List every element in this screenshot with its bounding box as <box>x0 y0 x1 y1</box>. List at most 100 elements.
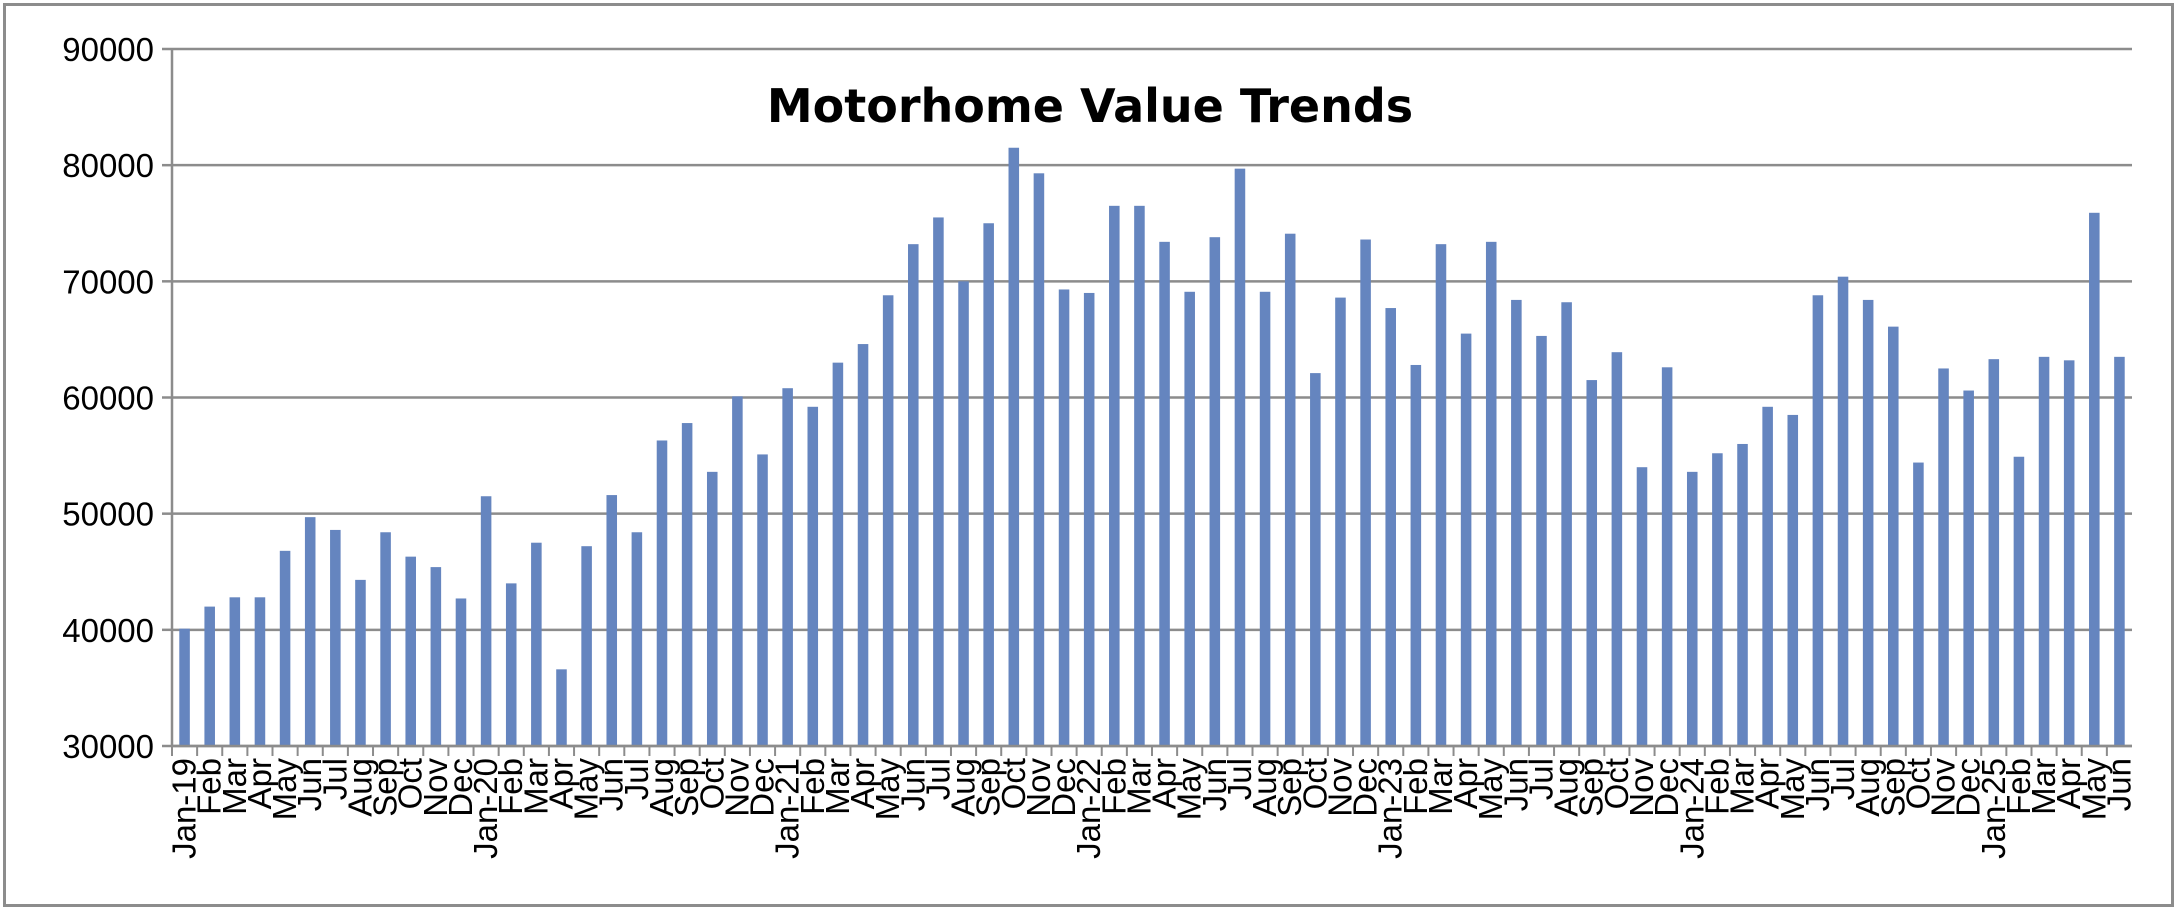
bar <box>430 567 442 746</box>
x-tick-label: May <box>568 758 605 821</box>
bars <box>179 147 2125 747</box>
bar <box>505 583 517 746</box>
x-tick-label: Jun <box>1497 758 1534 811</box>
bar <box>1762 406 1773 746</box>
bar <box>1938 368 1949 746</box>
bar <box>933 217 944 747</box>
x-tick-label: Jun <box>1196 758 1233 811</box>
x-tick-label: Aug <box>341 758 378 817</box>
x-tick-label: Oct <box>1296 758 1333 809</box>
x-tick-label: Mar <box>216 758 253 815</box>
axes <box>170 49 2132 756</box>
bar <box>1485 241 1497 746</box>
x-tick-label: Apr <box>1749 758 1786 809</box>
bar <box>1686 471 1698 746</box>
bar <box>1460 333 1472 746</box>
bar <box>229 597 241 746</box>
x-tick-label: Feb <box>1698 758 1735 815</box>
x-tick-label: Apr <box>844 758 881 809</box>
y-tick-labels: 30000 40000 50000 60000 70000 80000 90000 <box>62 31 154 765</box>
y-tick-label: 50000 <box>62 496 154 533</box>
x-tick-label: Sep <box>1874 758 1911 817</box>
bar <box>656 440 668 746</box>
y-tick-label: 60000 <box>62 380 154 417</box>
bar <box>1812 295 1824 746</box>
x-tick-label: Feb <box>191 758 228 815</box>
bar <box>807 406 819 746</box>
bar <box>1083 292 1095 746</box>
bar <box>1360 239 1371 746</box>
bar <box>732 396 743 746</box>
x-tick-label: Apr <box>241 758 278 809</box>
x-tick-label: Aug <box>945 758 982 817</box>
bar <box>254 597 266 746</box>
bar <box>1963 390 1974 746</box>
x-tick-label: Mar <box>1120 758 1157 815</box>
x-tick-label: Jan-19 <box>166 758 203 859</box>
x-tick-label: May <box>869 758 906 821</box>
bar <box>631 532 643 746</box>
x-tick-label: Apr <box>1447 758 1484 809</box>
bar <box>1661 367 1673 746</box>
bar <box>1159 241 1170 746</box>
x-tick-label: Aug <box>643 758 680 817</box>
bar <box>304 517 316 746</box>
x-tick-label: Jun <box>593 758 630 811</box>
bar <box>1008 147 1020 746</box>
y-tick-label: 40000 <box>62 612 154 649</box>
bar <box>1837 276 1849 746</box>
x-tick-label: Jul <box>1221 758 1258 800</box>
x-tick-label: Feb <box>2000 758 2037 815</box>
bar <box>1234 168 1246 746</box>
x-tick-label: Sep <box>1573 758 1610 817</box>
x-tick-label: Feb <box>492 758 529 815</box>
bar <box>1184 291 1195 746</box>
x-tick-label: Mar <box>1422 758 1459 815</box>
x-tick-label: Jul <box>1522 758 1559 800</box>
bar <box>1435 244 1447 746</box>
bar <box>480 496 492 746</box>
x-tick-label: Jul <box>1824 758 1861 800</box>
bar <box>958 281 969 746</box>
bar <box>531 542 542 746</box>
bar <box>179 628 190 746</box>
x-tick-label: Jan-21 <box>769 758 806 859</box>
x-tick-label: Feb <box>1095 758 1132 815</box>
bar <box>757 454 768 746</box>
bar <box>1787 414 1799 746</box>
x-tick-label: Aug <box>1548 758 1585 817</box>
bar <box>1862 299 1874 746</box>
x-tick-label: May <box>1472 758 1509 821</box>
bar <box>2013 456 2025 746</box>
bar <box>1636 467 1648 746</box>
bar <box>1611 352 1623 746</box>
bar <box>908 244 919 746</box>
x-tick-label: Sep <box>970 758 1007 817</box>
x-tick-label: Mar <box>819 758 856 815</box>
x-tick-label: Apr <box>542 758 579 809</box>
bar <box>1033 173 1045 746</box>
x-tick-label: Sep <box>1271 758 1308 817</box>
x-tick-label: May <box>266 758 303 821</box>
x-tick-label: Nov <box>1623 758 1660 817</box>
bar <box>581 546 592 746</box>
x-tick-label: Dec <box>744 758 781 817</box>
y-tick-label: 80000 <box>62 147 154 184</box>
x-tick-label: Nov <box>718 758 755 817</box>
x-tick-label: May <box>1774 758 1811 821</box>
x-tick-label: Mar <box>517 758 554 815</box>
bar <box>782 388 793 746</box>
x-tick-label: Jan-20 <box>467 758 504 859</box>
bar <box>405 556 416 746</box>
bar <box>983 223 994 746</box>
x-tick-label: Sep <box>367 758 404 817</box>
x-tick-label: Dec <box>1648 758 1685 817</box>
bar <box>2063 360 2075 746</box>
x-tick-labels: Jan-19FebMarAprMayJunJulAugSepOctNovDecJ… <box>166 758 2138 859</box>
bar <box>204 606 215 746</box>
x-tick-label: May <box>1171 758 1208 821</box>
x-tick-label: Dec <box>1950 758 1987 817</box>
x-tick-label: Oct <box>995 758 1032 809</box>
bar <box>1310 373 1321 746</box>
y-tick-label: 30000 <box>62 728 154 765</box>
